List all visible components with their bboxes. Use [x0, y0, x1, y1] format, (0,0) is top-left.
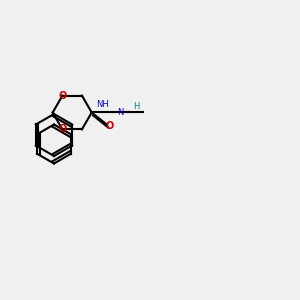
Text: O: O [58, 124, 67, 134]
Text: N: N [117, 109, 123, 118]
Text: O: O [106, 121, 114, 131]
Text: NH: NH [96, 100, 109, 109]
Text: H: H [134, 102, 140, 111]
Text: O: O [58, 91, 67, 101]
